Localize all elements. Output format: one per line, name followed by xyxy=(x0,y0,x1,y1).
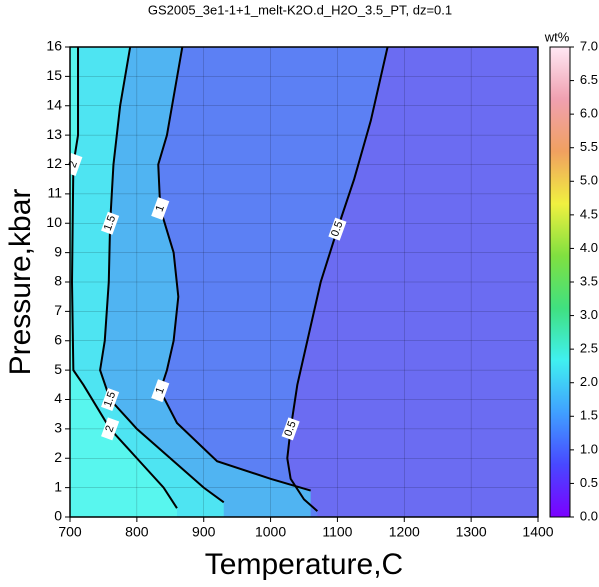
colorbar-tick-label: 1.5 xyxy=(580,408,598,423)
contour-label: 1 xyxy=(151,197,170,221)
x-tick-label: 700 xyxy=(58,524,82,540)
x-tick-label: 1100 xyxy=(322,524,352,540)
y-tick-label: 3 xyxy=(54,420,62,436)
contour-label-text: 1 xyxy=(153,204,166,214)
y-tick-label: 10 xyxy=(46,214,62,230)
y-tick-label: 13 xyxy=(46,126,62,142)
y-tick-label: 4 xyxy=(54,390,62,406)
contour-label-text: 1 xyxy=(153,386,166,396)
x-tick-label: 1000 xyxy=(255,524,286,540)
colorbar-label: wt% xyxy=(544,29,570,44)
y-tick-label: 7 xyxy=(54,302,62,318)
y-tick-label: 11 xyxy=(47,185,62,201)
colorbar-tick-label: 2.0 xyxy=(580,374,598,389)
y-tick-label: 5 xyxy=(54,361,62,377)
chart-title: GS2005_3e1-1+1_melt-K2O.d_H2O_3.5_PT, dz… xyxy=(148,2,452,17)
contour-line xyxy=(157,46,311,492)
colorbar-tick-label: 0.0 xyxy=(580,508,598,523)
colorbar-tick-label: 5.0 xyxy=(580,173,598,188)
contour-label: 2 xyxy=(64,153,83,176)
contour-label: 1.5 xyxy=(101,388,120,411)
contour-label: 0.5 xyxy=(328,217,347,241)
y-tick-label: 12 xyxy=(46,155,62,171)
contour-label-box xyxy=(101,417,120,441)
x-tick-label: 800 xyxy=(125,524,149,540)
y-tick-label: 16 xyxy=(46,38,62,54)
x-axis-label: Temperature,C xyxy=(205,548,403,581)
colorbar-tick-label: 6.5 xyxy=(580,72,598,87)
y-tick-label: 8 xyxy=(54,273,62,289)
y-tick-label: 9 xyxy=(54,243,62,259)
y-axis-label: Pressure,kbar xyxy=(4,189,37,376)
contour-label: 2 xyxy=(101,417,120,441)
x-tick-label: 1200 xyxy=(389,524,420,540)
colorbar-tick-label: 3.0 xyxy=(580,307,598,322)
contour-fill xyxy=(70,47,311,517)
contour-label: 1.5 xyxy=(101,211,120,235)
colorbar-tick-label: 1.0 xyxy=(580,441,598,456)
colorbar-tick-label: 4.5 xyxy=(580,206,598,221)
colorbar-tick-label: 6.0 xyxy=(580,106,598,121)
contour-label-box xyxy=(281,417,300,441)
colorbar-tick-label: 3.5 xyxy=(580,273,598,288)
contour-label-box xyxy=(64,153,83,176)
contour-label-box xyxy=(328,217,347,241)
contour-label-text: 1.5 xyxy=(102,390,119,408)
contour-label: 1 xyxy=(151,379,170,403)
contour-label-text: 2 xyxy=(103,424,116,434)
x-tick-label: 1400 xyxy=(522,524,553,540)
colorbar-tick-label: 4.0 xyxy=(580,240,598,255)
contour-line xyxy=(71,47,178,509)
y-tick-label: 14 xyxy=(46,96,62,112)
contour-label-text: 1.5 xyxy=(102,214,119,232)
x-tick-label: 900 xyxy=(192,524,216,540)
colorbar-tick-label: 2.5 xyxy=(580,341,598,356)
y-tick-label: 1 xyxy=(54,478,62,494)
y-tick-label: 6 xyxy=(54,331,62,347)
colorbar-tick-label: 5.5 xyxy=(580,139,598,154)
contour-label-box xyxy=(151,197,170,221)
contour-line xyxy=(286,46,389,512)
colorbar xyxy=(549,46,571,518)
contour-fill xyxy=(70,47,177,517)
colorbar-tick-label: 7.0 xyxy=(580,38,598,53)
contour-label-box xyxy=(101,211,120,235)
y-tick-label: 2 xyxy=(54,449,62,465)
contour-label: 0.5 xyxy=(281,417,300,441)
y-tick-label: 0 xyxy=(54,508,62,524)
contour-line xyxy=(99,46,225,504)
contour-label-text: 0.5 xyxy=(282,420,299,438)
contour-label-text: 0.5 xyxy=(329,220,346,238)
contour-label-box xyxy=(101,388,120,411)
x-tick-label: 1300 xyxy=(456,524,487,540)
plot-area: 0.5 0.5 1 1 1.5 1.5 2 2 xyxy=(64,46,539,518)
colorbar-tick-label: 0.5 xyxy=(580,475,598,490)
contour-label-box xyxy=(151,379,170,403)
y-tick-label: 15 xyxy=(46,67,62,83)
contour-label-text: 2 xyxy=(67,160,80,170)
